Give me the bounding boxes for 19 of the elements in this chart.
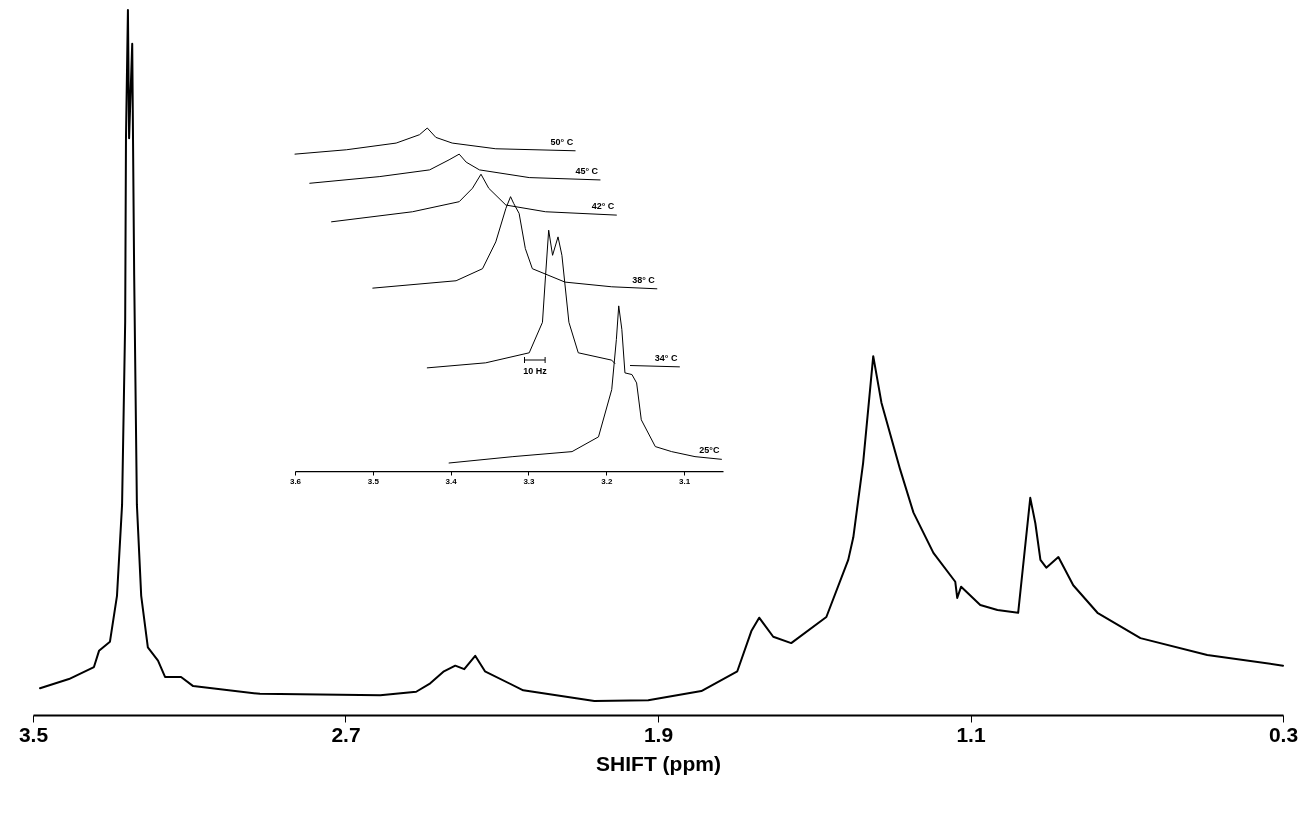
x-tick-label: 3.3 <box>523 476 536 486</box>
x-tick-label: 1.1 <box>956 722 986 746</box>
x-axis-title: SHIFT (ppm) <box>596 751 721 775</box>
annotation: 10 Hz <box>523 366 548 376</box>
x-tick-label: 0.3 <box>1268 722 1299 746</box>
x-tick-label: 3.5 <box>18 722 49 746</box>
series-label: 42° C <box>591 201 615 212</box>
x-tick-label: 3.2 <box>601 476 613 486</box>
series-label: 38° C <box>632 274 656 285</box>
x-tick-label: 3.6 <box>289 476 302 486</box>
series-label: 34° C <box>654 352 678 363</box>
series-label: 50° C <box>550 136 574 147</box>
x-tick-label: 2.7 <box>331 722 361 746</box>
series-label: 45° C <box>575 165 599 176</box>
x-tick-label: 3.1 <box>679 476 691 486</box>
x-tick-label: 3.5 <box>367 476 380 486</box>
series-label: 25°C <box>699 445 720 456</box>
x-tick-label: 1.9 <box>643 722 674 746</box>
x-tick-label: 3.4 <box>445 476 458 486</box>
